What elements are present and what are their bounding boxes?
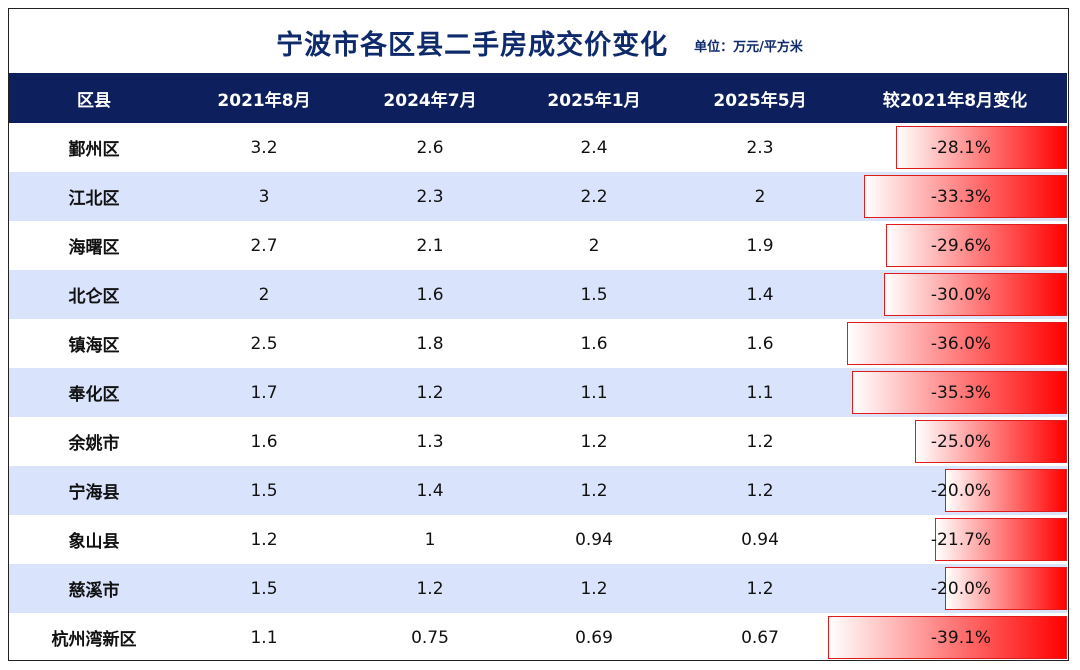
- value-2025-01-cell: 1.5: [580, 284, 608, 305]
- value-2024-07-cell: 2.3: [416, 186, 444, 207]
- table-row: 鄞州区 3.2 2.6 2.4 2.3 -28.1%: [9, 123, 1067, 172]
- change-bar: [914, 420, 1067, 463]
- value-2024-07-cell: 1.6: [416, 284, 444, 305]
- header-2025-05: 2025年5月: [713, 90, 807, 111]
- value-2021-08-cell: 1.5: [250, 578, 278, 599]
- value-2021-08-cell: 3: [258, 186, 270, 207]
- district-cell: 江北区: [68, 189, 120, 209]
- value-2021-08-cell: 1.2: [250, 529, 278, 550]
- header-district: 区县: [77, 90, 111, 111]
- table-row: 北仑区 2 1.6 1.5 1.4 -30.0%: [9, 270, 1067, 319]
- table-row: 海曙区 2.7 2.1 2 1.9 -29.6%: [9, 221, 1067, 270]
- value-2025-05-cell: 0.94: [741, 529, 779, 550]
- district-cell: 北仑区: [68, 287, 120, 307]
- value-2021-08-cell: 1.7: [250, 382, 278, 403]
- value-2025-05-cell: 2.3: [746, 137, 774, 158]
- change-bar: [828, 616, 1067, 659]
- value-2025-01-cell: 2: [588, 235, 600, 256]
- value-2025-01-cell: 0.69: [575, 627, 613, 648]
- value-2021-08-cell: 2: [258, 284, 270, 305]
- value-2025-01-cell: 0.94: [575, 529, 613, 550]
- table-row: 余姚市 1.6 1.3 1.2 1.2 -25.0%: [9, 417, 1067, 466]
- value-2025-05-cell: 1.2: [746, 578, 774, 599]
- change-bar: [886, 224, 1067, 267]
- value-2025-01-cell: 2.2: [580, 186, 608, 207]
- title-row: 宁波市各区县二手房成交价变化 单位：万元/平方米: [9, 9, 1070, 75]
- value-2021-08-cell: 2.7: [250, 235, 278, 256]
- district-cell: 慈溪市: [68, 581, 120, 601]
- table-row: 慈溪市 1.5 1.2 1.2 1.2 -20.0%: [9, 564, 1067, 613]
- value-2025-05-cell: 0.67: [741, 627, 779, 648]
- value-2025-05-cell: 1.2: [746, 431, 774, 452]
- change-label: -30.0%: [930, 284, 992, 305]
- value-2025-05-cell: 1.9: [746, 235, 774, 256]
- change-bar: [945, 567, 1067, 610]
- value-2025-01-cell: 1.2: [580, 578, 608, 599]
- header-2021-08: 2021年8月: [217, 90, 311, 111]
- district-cell: 宁海县: [68, 483, 120, 503]
- change-bar: [945, 469, 1067, 512]
- change-label: -20.0%: [930, 578, 992, 599]
- unit-label: 单位：万元/平方米: [694, 39, 803, 55]
- district-cell: 鄞州区: [68, 140, 120, 160]
- value-2021-08-cell: 3.2: [250, 137, 278, 158]
- value-2025-05-cell: 1.4: [746, 284, 774, 305]
- change-label: -21.7%: [930, 529, 992, 550]
- table-row: 镇海区 2.5 1.8 1.6 1.6 -36.0%: [9, 319, 1067, 368]
- change-bar: [851, 371, 1067, 414]
- value-2025-01-cell: 1.2: [580, 480, 608, 501]
- value-2025-01-cell: 1.1: [580, 382, 608, 403]
- value-2025-05-cell: 1.2: [746, 480, 774, 501]
- district-cell: 余姚市: [68, 434, 120, 454]
- district-cell: 海曙区: [68, 238, 120, 258]
- value-2024-07-cell: 1: [424, 529, 436, 550]
- value-2025-01-cell: 2.4: [580, 137, 608, 158]
- table-row: 杭州湾新区 1.1 0.75 0.69 0.67 -39.1%: [9, 613, 1067, 662]
- table-row: 象山县 1.2 1 0.94 0.94 -21.7%: [9, 515, 1067, 564]
- chart-title: 宁波市各区县二手房成交价变化: [276, 29, 669, 61]
- change-label: -39.1%: [930, 627, 992, 648]
- change-bar: [863, 175, 1067, 218]
- change-label: -33.3%: [930, 186, 992, 207]
- header-change: 较2021年8月变化: [882, 90, 1028, 111]
- district-cell: 镇海区: [68, 336, 120, 356]
- change-label: -20.0%: [930, 480, 992, 501]
- value-2021-08-cell: 1.1: [250, 627, 278, 648]
- table-row: 奉化区 1.7 1.2 1.1 1.1 -35.3%: [9, 368, 1067, 417]
- value-2021-08-cell: 1.6: [250, 431, 278, 452]
- value-2024-07-cell: 1.2: [416, 382, 444, 403]
- header-2025-01: 2025年1月: [547, 90, 641, 111]
- district-cell: 杭州湾新区: [51, 630, 137, 650]
- table-row: 宁海县 1.5 1.4 1.2 1.2 -20.0%: [9, 466, 1067, 515]
- value-2024-07-cell: 1.4: [416, 480, 444, 501]
- value-2024-07-cell: 1.8: [416, 333, 444, 354]
- district-cell: 象山县: [68, 532, 120, 552]
- value-2024-07-cell: 1.3: [416, 431, 444, 452]
- change-label: -25.0%: [930, 431, 992, 452]
- district-cell: 奉化区: [68, 385, 120, 405]
- change-bar: [847, 322, 1067, 365]
- value-2021-08-cell: 1.5: [250, 480, 278, 501]
- value-2024-07-cell: 1.2: [416, 578, 444, 599]
- change-bar: [895, 126, 1067, 169]
- header-2024-07: 2024年7月: [383, 90, 477, 111]
- chart-frame: 宁波市各区县二手房成交价变化 单位：万元/平方米 区县 2021年8月 2024…: [8, 8, 1069, 661]
- table-row: 江北区 3 2.3 2.2 2 -33.3%: [9, 172, 1067, 221]
- change-label: -29.6%: [930, 235, 992, 256]
- value-2024-07-cell: 2.1: [416, 235, 444, 256]
- value-2025-05-cell: 1.1: [746, 382, 774, 403]
- value-2025-05-cell: 2: [754, 186, 766, 207]
- value-2021-08-cell: 2.5: [250, 333, 278, 354]
- change-label: -28.1%: [930, 137, 992, 158]
- value-2025-01-cell: 1.6: [580, 333, 608, 354]
- value-2024-07-cell: 2.6: [416, 137, 444, 158]
- value-2025-05-cell: 1.6: [746, 333, 774, 354]
- table-header: 区县 2021年8月 2024年7月 2025年1月 2025年5月 较2021…: [9, 73, 1067, 123]
- change-bar: [884, 273, 1067, 316]
- value-2025-01-cell: 1.2: [580, 431, 608, 452]
- change-label: -35.3%: [930, 382, 992, 403]
- change-label: -36.0%: [930, 333, 992, 354]
- value-2024-07-cell: 0.75: [411, 627, 449, 648]
- change-bar: [934, 518, 1067, 561]
